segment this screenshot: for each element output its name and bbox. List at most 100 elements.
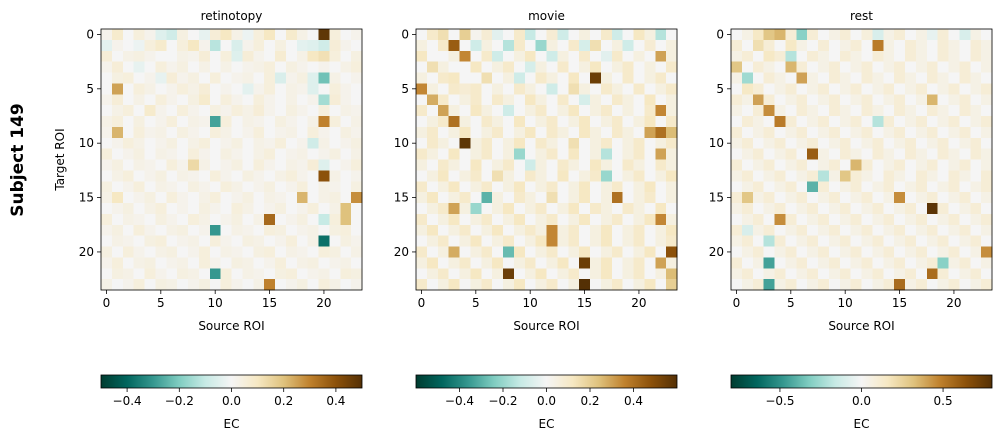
heatmap-cell [296, 192, 309, 204]
heatmap-cell [101, 126, 113, 139]
heatmap-cell [426, 170, 439, 182]
heatmap-cell [253, 203, 265, 215]
heatmap-cell [209, 279, 222, 291]
heatmap-cell [133, 94, 145, 106]
heatmap-cell [579, 279, 591, 291]
y-tick-label: 10 [709, 136, 724, 150]
heatmap-cell [535, 83, 547, 95]
heatmap-cell [590, 181, 602, 193]
heatmap-cell [807, 72, 819, 84]
heatmap-cell [307, 224, 319, 237]
heatmap-cell [546, 126, 558, 139]
heatmap-cell [231, 39, 243, 52]
heatmap-cell [959, 246, 971, 258]
heatmap-cell [622, 29, 634, 41]
heatmap-cell [242, 72, 254, 84]
heatmap-cell [981, 116, 993, 128]
heatmap-cell [122, 105, 135, 117]
heatmap-cell [492, 246, 504, 258]
heatmap-cell [166, 192, 178, 204]
heatmap-cell [111, 39, 124, 52]
heatmap-cell [796, 213, 808, 226]
heatmap-cell [351, 181, 363, 193]
heatmap-cell [644, 50, 656, 63]
heatmap-cell [948, 279, 960, 291]
heatmap-cell [937, 83, 949, 95]
heatmap-cell [481, 279, 493, 291]
heatmap-cell [818, 192, 830, 204]
heatmap-cell [633, 246, 645, 258]
heatmap-cell [883, 94, 895, 106]
heatmap-cell [872, 83, 884, 95]
heatmap-cell [307, 61, 319, 73]
heatmap-cell [340, 29, 352, 41]
heatmap-cell [242, 279, 254, 291]
heatmap-cell [839, 94, 852, 106]
heatmap-cell [655, 61, 667, 73]
heatmap-cell [513, 203, 526, 215]
heatmap-cell [492, 50, 504, 63]
heatmap-cell [905, 192, 917, 204]
heatmap-cell [111, 279, 124, 291]
heatmap-cell [188, 257, 200, 269]
heatmap-cell [785, 29, 797, 41]
heatmap-cell [970, 170, 982, 182]
heatmap-cell [655, 257, 667, 269]
heatmap-cell [741, 246, 754, 258]
heatmap-cells [731, 29, 993, 291]
heatmap-cell [122, 159, 135, 171]
heatmap-cell [437, 50, 450, 63]
heatmap-cell [600, 105, 613, 117]
heatmap-cell [590, 192, 602, 204]
heatmap-cell [850, 268, 862, 280]
heatmap-cell [666, 279, 678, 291]
heatmap-cell [111, 94, 124, 106]
heatmap-cell [133, 257, 145, 269]
heatmap-cell [883, 268, 895, 280]
heatmap-cell [177, 213, 189, 226]
heatmap-cell [828, 116, 841, 128]
heatmap-cell [144, 72, 156, 84]
heatmap-cell [166, 116, 178, 128]
heatmap-cell [198, 116, 211, 128]
heatmap-cell [481, 105, 493, 117]
heatmap-cell [535, 126, 547, 139]
heatmap-cell [513, 235, 526, 247]
heatmap-cell [948, 83, 960, 95]
heatmap-cell [416, 224, 428, 237]
colorbar-gradient [100, 374, 363, 389]
heatmap-cell [894, 192, 906, 204]
heatmap-cell [264, 83, 276, 95]
heatmap-cell [275, 94, 287, 106]
heatmap-cell [796, 203, 808, 215]
heatmap-cell [264, 94, 276, 106]
heatmap-cell [253, 83, 265, 95]
heatmap-cell [883, 246, 895, 258]
heatmap-cell [220, 116, 232, 128]
heatmap-cell [633, 203, 645, 215]
heatmap-cell [155, 279, 167, 291]
heatmap-cell [524, 105, 537, 117]
heatmap-cell [264, 61, 276, 73]
heatmap-cell [590, 268, 602, 280]
heatmap-cell [981, 235, 993, 247]
heatmap-cell [926, 148, 939, 160]
heatmap-cell [959, 94, 971, 106]
heatmap-cell [590, 137, 602, 150]
heatmap-cell [828, 39, 841, 52]
heatmap-cell [622, 224, 634, 237]
heatmap-cell [122, 213, 135, 226]
heatmap-cell [741, 137, 754, 150]
heatmap-cell [122, 72, 135, 84]
heatmap-cell [959, 235, 971, 247]
heatmap-cell [633, 137, 645, 150]
heatmap-cell [644, 268, 656, 280]
heatmap-cell [437, 213, 450, 226]
heatmap-cell [807, 159, 819, 171]
heatmap-cell [351, 39, 363, 52]
heatmap-cell [763, 192, 775, 204]
colorbar-tick-label: 0.0 [222, 394, 241, 408]
heatmap-cell [937, 203, 949, 215]
heatmap-cell [600, 170, 613, 182]
heatmap-cell [611, 61, 624, 73]
